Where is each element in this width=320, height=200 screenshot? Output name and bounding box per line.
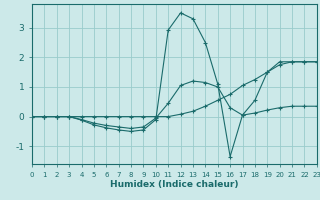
X-axis label: Humidex (Indice chaleur): Humidex (Indice chaleur) [110, 180, 239, 189]
